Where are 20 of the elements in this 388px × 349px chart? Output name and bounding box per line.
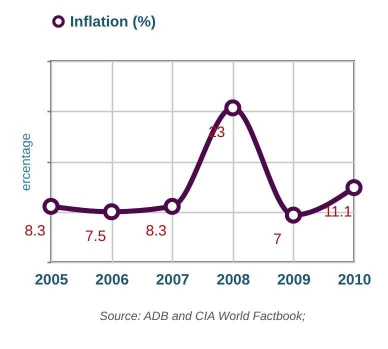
data-label: 11.1 [324,204,352,221]
point [164,198,181,215]
data-label: 8.3 [24,222,46,240]
x-tick-label: 2005 [34,272,68,288]
y-axis-title: ercentage [18,133,33,191]
point [224,99,242,116]
x-tick-label: 2008 [216,272,250,288]
point [345,179,363,196]
point [103,203,120,220]
legend-label: Inflation (%) [70,14,156,30]
data-label: 7.5 [85,228,106,245]
x-tick-label: 2010 [338,272,372,288]
x-tick-label: 2006 [95,272,129,288]
x-tick-label: 2009 [277,272,311,288]
point [42,198,60,215]
data-label: 8.3 [146,222,167,240]
x-tick-label: 2007 [156,272,190,288]
source-note: Source: ADB and CIA World Factbook; [100,309,306,323]
point [284,206,302,224]
data-label: 7 [273,231,282,248]
